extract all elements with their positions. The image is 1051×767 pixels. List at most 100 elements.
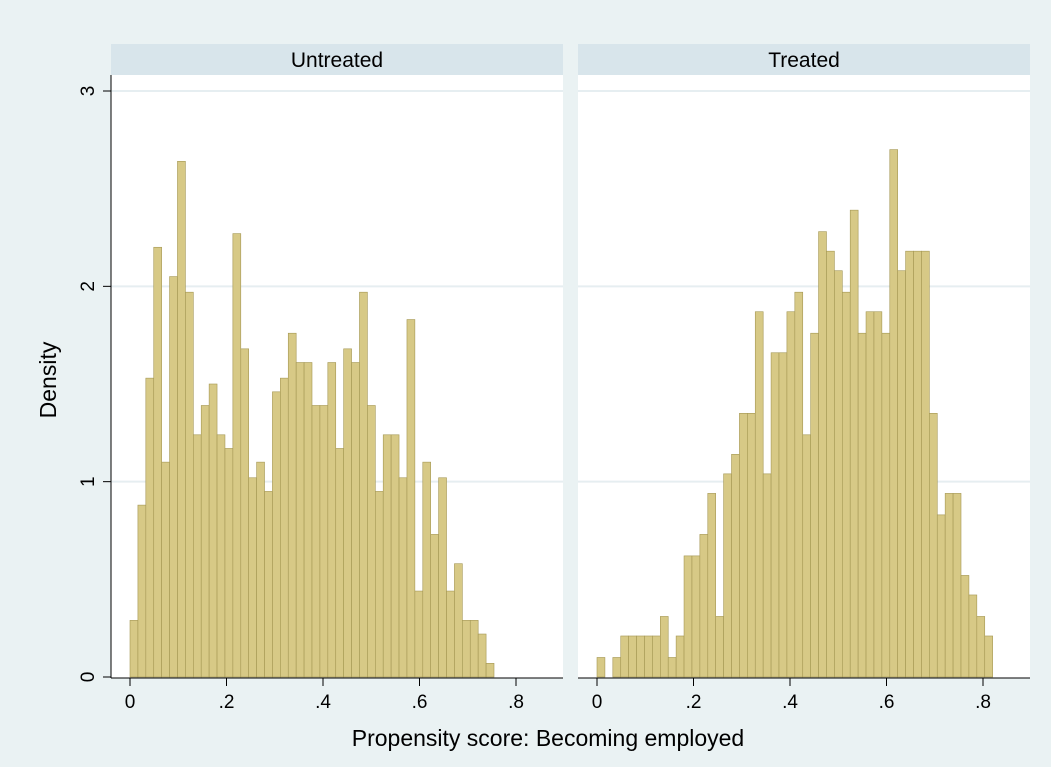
histogram-bar [287,332,297,678]
histogram-bar [351,362,360,678]
x-tick-label: .2 [686,692,702,713]
y-tick-label: 0 [78,672,99,683]
histogram-bar [889,149,898,678]
histogram-bar [881,332,891,678]
histogram-bar [216,434,226,678]
x-axis: 0 .2 .4 .6 .8 [578,677,1030,713]
histogram-bar [232,233,242,678]
histogram-bar [596,657,606,678]
histogram-bar [707,493,716,678]
y-axis-label: Density [35,341,61,418]
histogram-bar [137,504,147,678]
histogram-bar [129,620,139,678]
histogram-bar [295,362,305,678]
histogram-bar [739,412,748,678]
histogram-bar [240,348,249,678]
histogram-bar [628,635,637,678]
histogram-bar [185,291,194,678]
histogram-bar [462,620,471,678]
histogram-bar [976,616,986,678]
histogram-bar [913,250,922,678]
histogram-bar [446,590,455,678]
x-tick-label: .2 [219,692,235,713]
histogram-bar [754,311,764,678]
bars [596,149,993,678]
x-tick-label: .4 [315,692,331,713]
histogram-bar [810,332,819,678]
histogram-bar [826,250,835,678]
histogram-bar [675,635,685,678]
x-tick-label: .6 [412,692,428,713]
histogram-bar [272,391,281,678]
histogram-bar [770,352,780,678]
histogram-bar [177,161,186,678]
histogram-bar [438,477,447,678]
histogram-bar [390,434,400,678]
histogram-bar [248,477,257,678]
histogram-bar [327,362,337,678]
histogram-bar [929,412,938,678]
histogram-bar [382,434,392,678]
histogram-bar [683,555,693,678]
histogram-bar [636,635,645,678]
histogram-bar [652,635,661,678]
histogram-bar [224,448,234,678]
histogram-bar [454,563,463,678]
histogram-bar [731,454,740,678]
histogram-bar [161,461,170,678]
histogram-bar [984,635,993,678]
histogram-bar [667,657,677,678]
x-tick-label: .6 [879,692,895,713]
histogram-bar [375,491,384,678]
histogram-bar [430,534,439,678]
x-tick-label: 0 [592,692,603,713]
histogram-bar [786,311,796,678]
x-tick-label: .8 [975,692,991,713]
histogram-bar [193,434,202,678]
histogram-bar [952,493,962,678]
histogram-bar [849,209,859,678]
panel-treated: Treated 0 .2 .4 .6 .8 [578,44,1030,713]
panel-title: Untreated [291,49,383,72]
histogram-bar [699,534,709,678]
histogram-bar [905,250,914,678]
histogram-bar [145,377,155,678]
histogram-bar [422,461,431,678]
histogram-bar [319,405,329,678]
histogram-bar [256,461,265,678]
histogram-bar [794,291,804,678]
histogram-bar [311,405,321,678]
histogram-bar [960,575,970,678]
y-tick-label: 3 [78,86,99,97]
histogram-bar [398,477,408,678]
histogram-bar [842,291,851,678]
histogram-bar [644,635,653,678]
histogram-bar [921,250,930,678]
y-tick-label: 1 [78,476,99,487]
x-tick-label: .8 [508,692,524,713]
histogram-bar [343,348,352,678]
histogram-bar [660,616,669,678]
histogram-bar [367,405,376,678]
histogram-bar [857,332,867,678]
x-axis: 0 .2 .4 .6 .8 [111,677,563,713]
histogram-bar [762,473,772,678]
histogram-bar [200,405,210,678]
y-tick-label: 2 [78,281,99,292]
histogram-bar [264,491,273,678]
panel-strip [111,44,563,75]
histogram-bar [359,291,368,678]
histogram-bar [612,657,622,678]
histogram-bar [153,246,162,678]
histogram-bar [936,514,946,678]
histogram-bar [865,311,875,678]
x-axis-label: Propensity score: Becoming employed [352,725,744,751]
histogram-bar [414,590,424,678]
histogram-bar [968,594,978,678]
histogram-bar [834,270,843,678]
histogram-bar [802,434,811,678]
histogram-bar [897,270,906,678]
histogram-bar [818,231,827,678]
histogram-bar [778,352,788,678]
